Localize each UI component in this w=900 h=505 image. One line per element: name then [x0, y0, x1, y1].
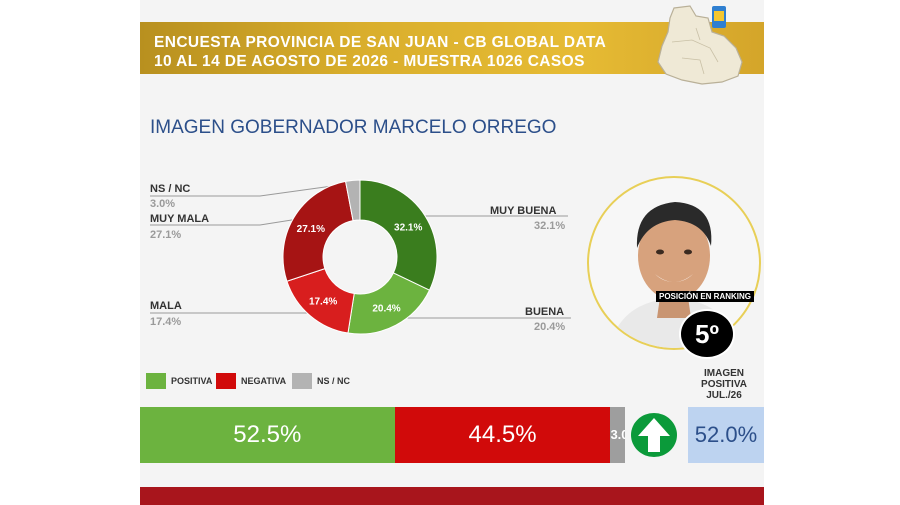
infographic-card: ENCUESTA PROVINCIA DE SAN JUAN - CB GLOB… — [140, 0, 764, 505]
value-muy-buena: 32.1% — [534, 220, 566, 232]
legend-label-negativa: NEGATIVA — [241, 376, 287, 386]
header-line-1: ENCUESTA PROVINCIA DE SAN JUAN - CB GLOB… — [154, 34, 607, 51]
chart-title: IMAGEN GOBERNADOR MARCELO ORREGO — [150, 117, 557, 138]
donut-slice-muy-buena — [359, 179, 438, 291]
donut-slice-labels: 32.1% 20.4% 17.4% 27.1% — [297, 223, 423, 315]
slice-value-label: 32.1% — [394, 223, 422, 234]
slice-value-label: 17.4% — [309, 296, 337, 307]
ranking-badge: 5º — [679, 309, 735, 359]
bar-negativa: 44.5% — [394, 407, 611, 463]
donut-slice-ns-nc — [344, 179, 361, 222]
slice-value-label: 20.4% — [372, 303, 400, 314]
connector-line — [150, 182, 355, 197]
label-mala: MALA — [150, 300, 182, 312]
value-ns-nc: 3.0% — [150, 198, 176, 210]
label-muy-buena: MUY BUENA — [490, 205, 557, 217]
legend-label-ns-nc: NS / NC — [317, 376, 351, 386]
value-muy-mala: 27.1% — [150, 229, 182, 241]
bar-ns-nc: 3.0% — [610, 407, 625, 463]
donut-slices — [282, 179, 438, 335]
label-connectors — [150, 182, 571, 319]
previous-image-value: 52.0% — [688, 407, 764, 463]
donut-slice-muy-mala — [282, 180, 354, 282]
legend-swatch-negativa — [216, 373, 236, 389]
slice-value-label: 27.1% — [297, 224, 325, 235]
value-mala: 17.4% — [150, 316, 182, 328]
legend-label-positiva: POSITIVA — [171, 376, 213, 386]
connector-line — [150, 218, 299, 226]
header-line-2: 10 AL 14 DE AGOSTO DE 2026 - MUESTRA 102… — [154, 53, 585, 70]
legend-swatch-positiva — [146, 373, 166, 389]
governor-portrait — [587, 176, 761, 350]
bar-positiva: 52.5% — [140, 407, 395, 463]
label-buena: BUENA — [525, 306, 565, 318]
up-arrow-icon — [631, 413, 677, 457]
footer-bar — [140, 487, 764, 505]
label-muy-mala: MUY MALA — [150, 213, 210, 225]
legend-swatch-ns-nc — [292, 373, 312, 389]
value-buena: 20.4% — [534, 321, 566, 333]
previous-image-label: IMAGEN POSITIVA JUL./26 — [701, 368, 747, 401]
label-ns-nc: NS / NC — [150, 183, 191, 195]
ranking-label: POSICIÓN EN RANKING — [656, 291, 755, 302]
san-juan-map-icon — [657, 5, 743, 85]
header-banner: ENCUESTA PROVINCIA DE SAN JUAN - CB GLOB… — [140, 22, 764, 74]
donut-chart: 32.1% 20.4% 17.4% 27.1% — [150, 179, 571, 335]
